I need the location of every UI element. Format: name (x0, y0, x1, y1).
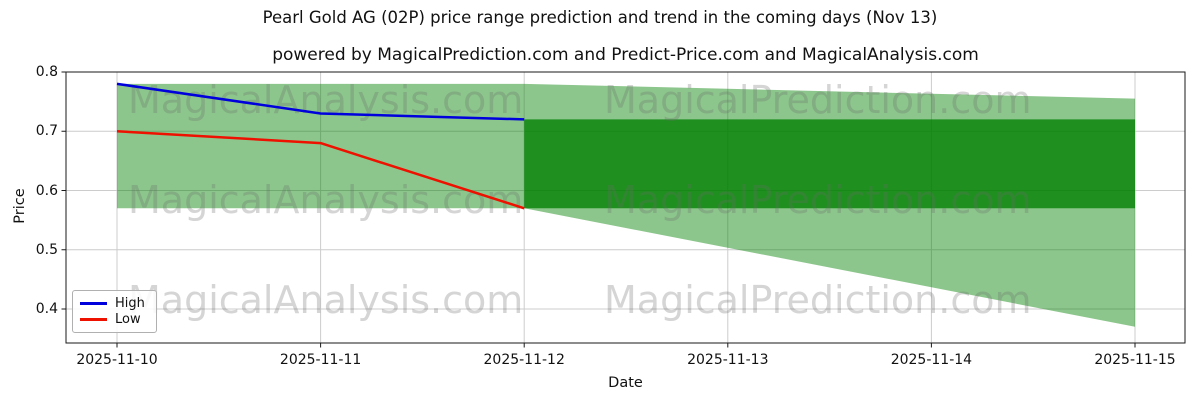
watermark-prediction: MagicalPrediction.com (604, 78, 1032, 122)
x-tick-label: 2025-11-14 (890, 352, 973, 368)
prediction-inner-range-band (524, 119, 1135, 209)
chart-title: Pearl Gold AG (02P) price range predicti… (262, 8, 938, 27)
watermark-analysis: MagicalAnalysis.com (128, 78, 523, 122)
y-tick-label: 0.4 (35, 301, 58, 317)
axes-frame (61, 71, 1186, 348)
x-tick-label: 2025-11-15 (1094, 352, 1176, 368)
chart-subtitle: powered by MagicalPrediction.com and Pre… (272, 45, 979, 65)
x-tick-label: 2025-11-10 (76, 352, 158, 368)
historical-range-band (117, 83, 525, 209)
y-tick-label: 0.6 (35, 182, 58, 199)
legend: High Low (72, 290, 157, 333)
high-line (116, 82, 525, 121)
range-bands (117, 83, 1135, 327)
x-tick-label: 2025-11-13 (687, 352, 769, 368)
x-tick-label: 2025-11-11 (279, 352, 362, 368)
watermark-analysis: MagicalAnalysis.com (128, 178, 523, 222)
low-line (116, 130, 525, 210)
x-tick-label: 2025-11-12 (483, 352, 565, 368)
watermark-prediction: MagicalPrediction.com (604, 178, 1032, 222)
x-axis-label: Date (608, 375, 643, 391)
low-line-swatch (80, 317, 107, 321)
watermarks: MagicalAnalysis.com MagicalPrediction.co… (128, 78, 1032, 322)
high-line-swatch (80, 302, 107, 306)
y-tick-label: 0.8 (35, 64, 58, 80)
y-axis-label: Price (12, 188, 28, 224)
legend-item-high: High (80, 296, 149, 312)
watermark-analysis: MagicalAnalysis.com (128, 278, 523, 322)
plot-border (65, 71, 1186, 344)
series-lines (116, 82, 525, 210)
legend-item-low: Low (80, 312, 149, 328)
y-tick-label: 0.5 (35, 241, 58, 258)
legend-label-high: High (115, 296, 145, 312)
legend-label-low: Low (115, 311, 141, 327)
watermark-prediction: MagicalPrediction.com (604, 278, 1032, 322)
y-tick-label: 0.7 (35, 123, 58, 140)
